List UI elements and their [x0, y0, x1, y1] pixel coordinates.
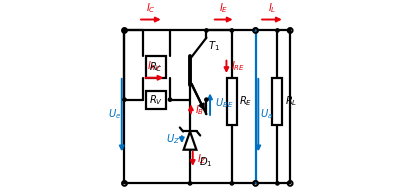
Circle shape: [188, 182, 192, 185]
Circle shape: [123, 98, 126, 101]
Text: $U_Z$: $U_Z$: [166, 132, 180, 146]
Bar: [146, 90, 166, 109]
Polygon shape: [184, 131, 196, 150]
Circle shape: [230, 182, 233, 185]
Text: $I_L$: $I_L$: [268, 1, 276, 15]
Text: $R_E$: $R_E$: [239, 95, 252, 108]
Text: $I_{RV}$: $I_{RV}$: [147, 59, 162, 73]
Text: $I_{RE}$: $I_{RE}$: [231, 59, 245, 73]
Text: $R_V$: $R_V$: [149, 93, 164, 106]
Text: $D_1$: $D_1$: [199, 155, 212, 169]
Text: $T_1$: $T_1$: [208, 39, 220, 53]
Text: $R_L$: $R_L$: [285, 95, 297, 108]
Text: $I_B$: $I_B$: [195, 103, 204, 117]
Bar: [272, 78, 282, 125]
Circle shape: [169, 98, 172, 101]
Bar: [227, 78, 237, 125]
Circle shape: [276, 29, 279, 32]
Text: $U_{BE}$: $U_{BE}$: [215, 96, 233, 110]
Text: $U_e$: $U_e$: [108, 107, 121, 121]
Text: $I_E$: $I_E$: [219, 1, 229, 15]
Circle shape: [230, 29, 233, 32]
Text: $U_a$: $U_a$: [260, 107, 273, 121]
Text: $R_C$: $R_C$: [150, 60, 163, 74]
Circle shape: [276, 182, 279, 185]
Text: $I_Z$: $I_Z$: [197, 152, 207, 166]
Circle shape: [205, 98, 208, 101]
Circle shape: [123, 29, 126, 32]
Bar: [146, 56, 166, 78]
Text: $I_C$: $I_C$: [146, 1, 156, 15]
Circle shape: [205, 29, 208, 32]
